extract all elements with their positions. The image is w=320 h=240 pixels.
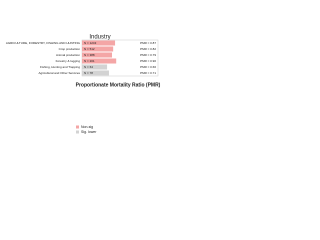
chart-title: Industry <box>89 35 110 41</box>
y-tick-label: Forestry & logging <box>56 59 81 63</box>
y-tick-label: AGRICULTURE, FORESTRY, FISHING AND HUNTI… <box>6 41 81 45</box>
bar <box>82 52 113 58</box>
value-label: PMR = 0.79 <box>140 53 156 57</box>
value-label: PMR = 0.87 <box>140 41 156 45</box>
count-label: N = 1243 <box>84 41 97 45</box>
value-label: PMR = 0.71 <box>140 71 156 75</box>
count-label: N = 512 <box>84 47 95 51</box>
legend-label: Sig. lower <box>81 130 97 134</box>
legend-swatch <box>76 125 79 129</box>
count-label: N = 64 <box>84 65 93 69</box>
y-tick-label: Crop production <box>59 47 81 51</box>
count-label: N = 388 <box>84 53 95 57</box>
count-label: N = 78 <box>84 71 93 75</box>
chart: Industry Proportionate Mortality Ratio (… <box>6 35 161 134</box>
legend-swatch <box>76 130 79 134</box>
bar <box>82 40 116 46</box>
bar <box>82 70 109 76</box>
y-tick-label: Agricultural and Other Services <box>38 71 80 75</box>
x-axis-label: Proportionate Mortality Ratio (PMR) <box>76 82 161 88</box>
value-label: PMR = 0.82 <box>140 47 156 51</box>
legend-label: Non-sig <box>81 125 93 129</box>
value-label: PMR = 0.90 <box>140 59 156 63</box>
bar <box>82 46 114 52</box>
bar <box>82 64 108 70</box>
count-label: N = 201 <box>84 59 95 63</box>
bar <box>82 58 117 64</box>
y-tick-label: Fishing, Hunting and Trapping <box>40 65 80 69</box>
value-label: PMR = 0.66 <box>140 65 156 69</box>
y-tick-label: Animal production <box>56 53 80 57</box>
plot-area <box>81 39 159 77</box>
